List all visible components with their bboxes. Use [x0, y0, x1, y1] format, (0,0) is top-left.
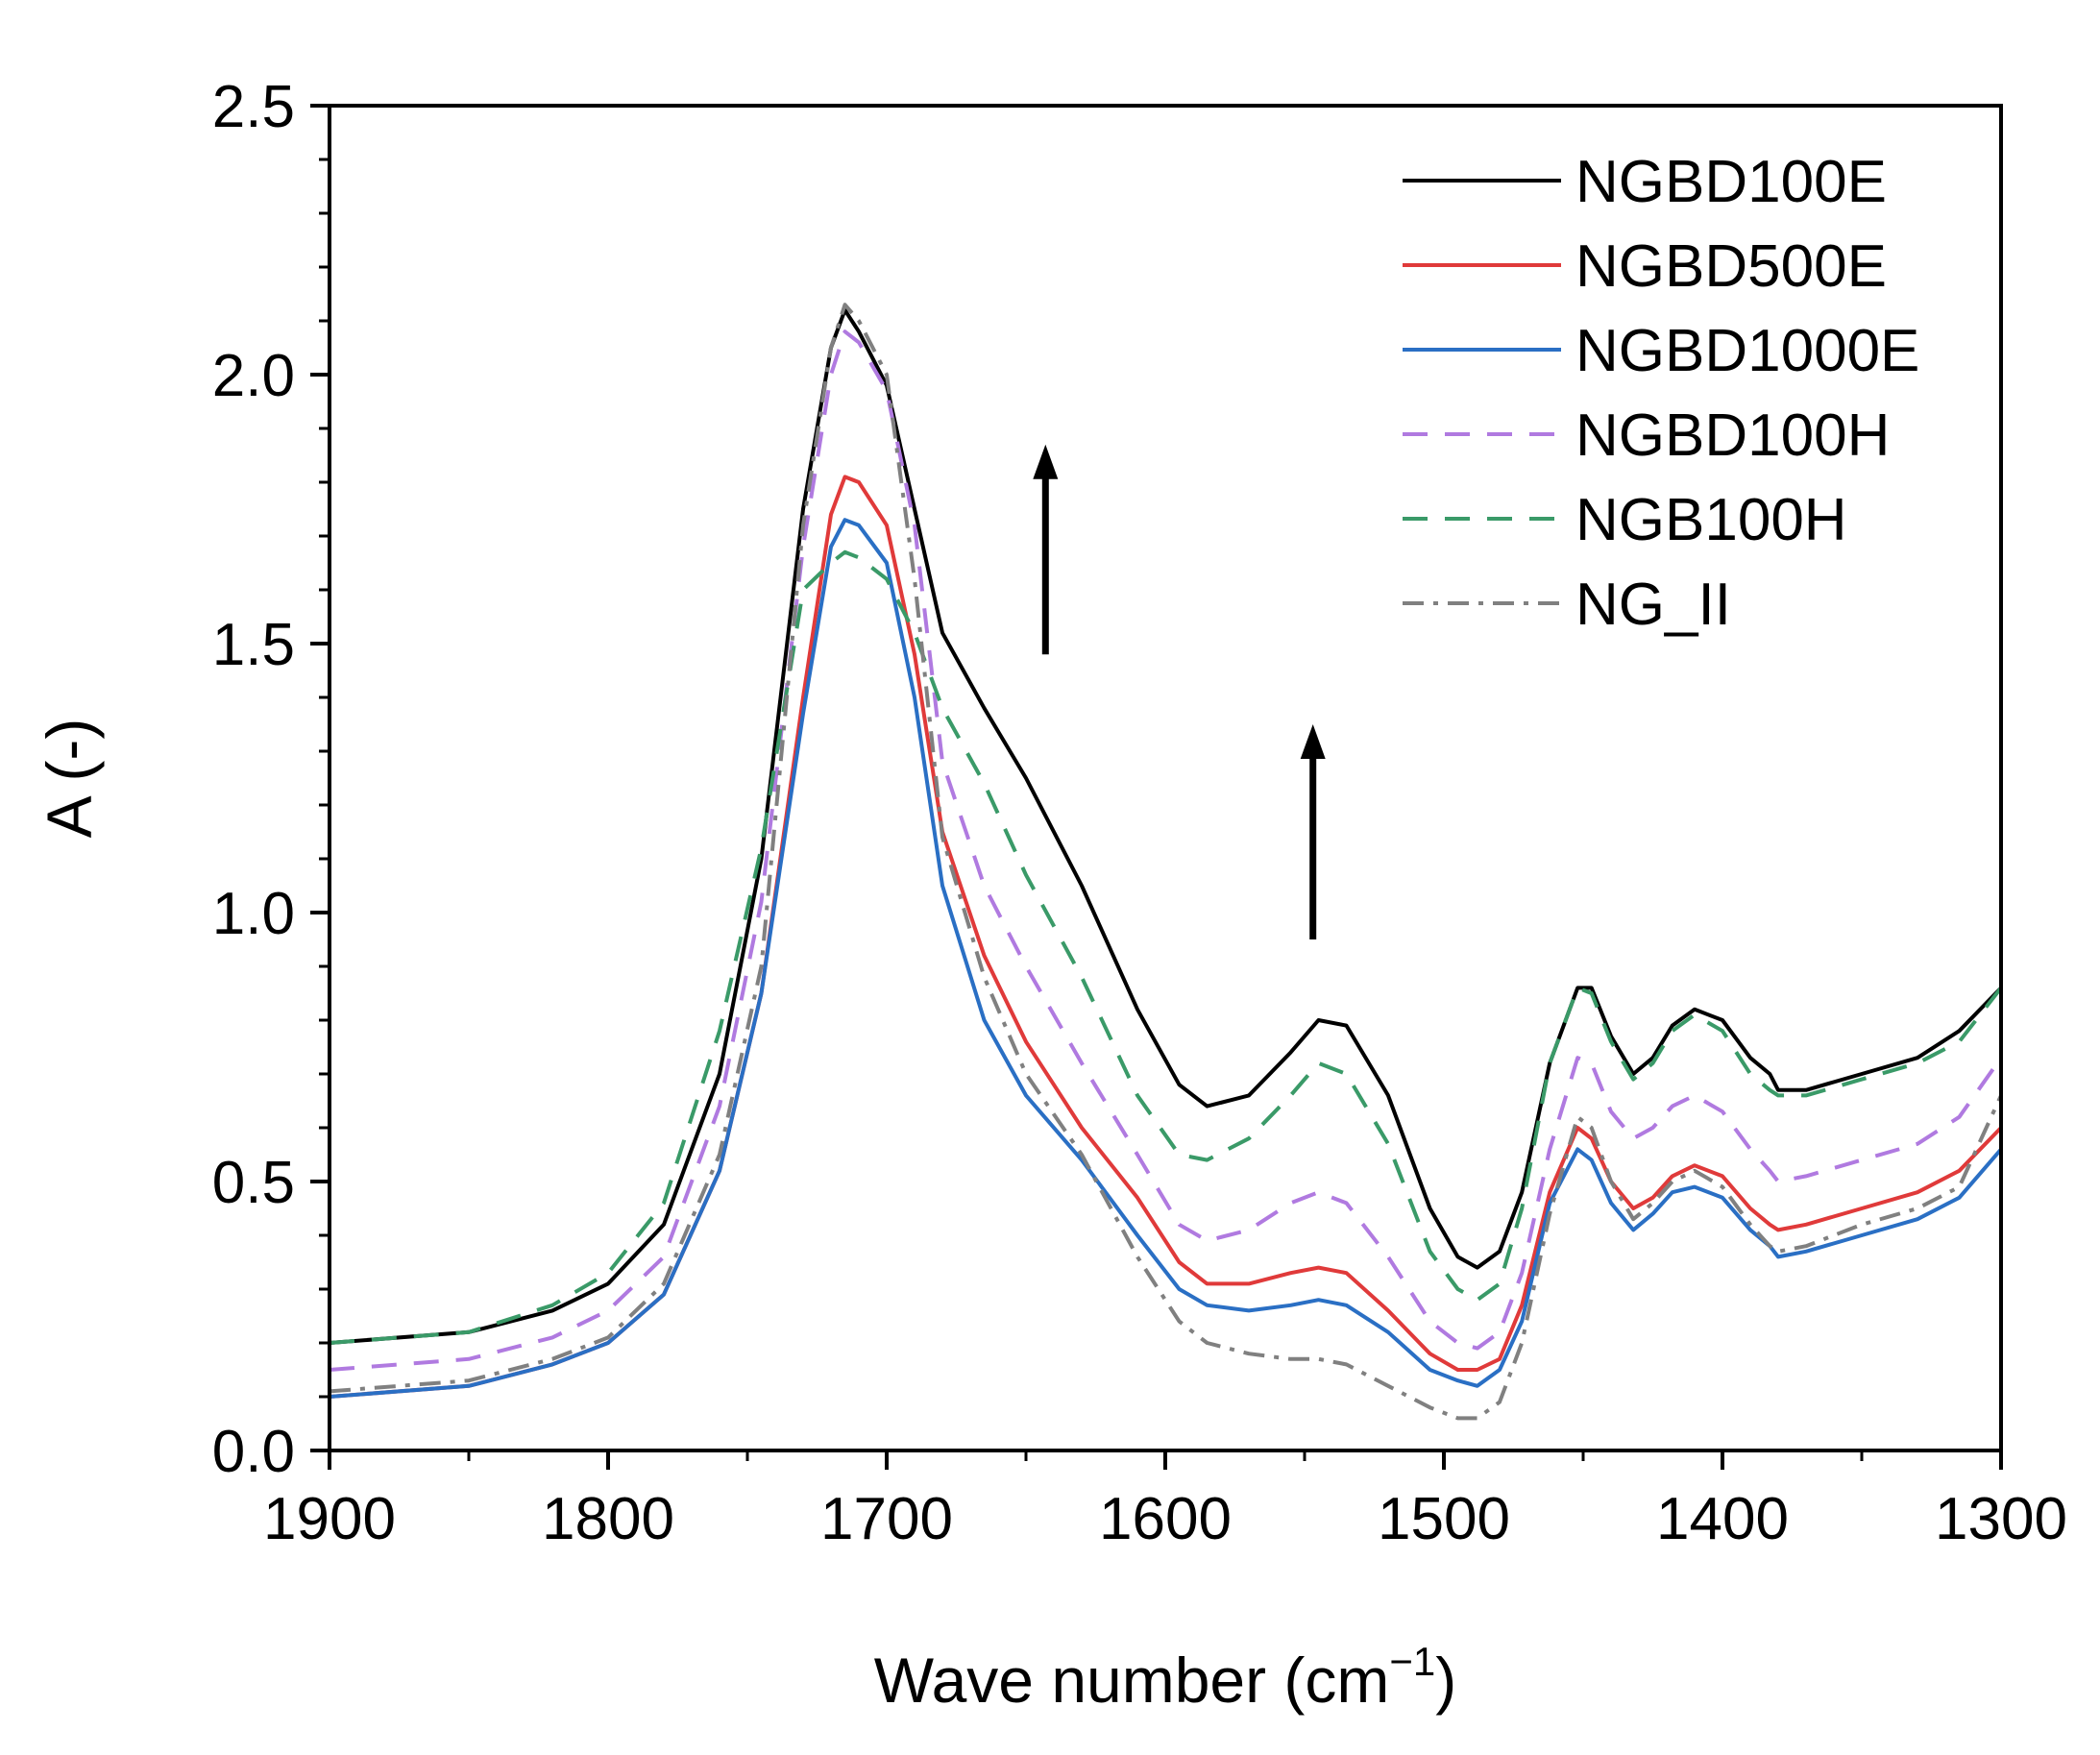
legend: NGBD100E NGBD500E NGBD1000E NGBD100H NGB100H…	[1403, 149, 1919, 638]
y-tick-label: 1.5	[212, 612, 295, 678]
x-tick-label: 1800	[542, 1486, 674, 1552]
x-tick-label: 1900	[263, 1486, 396, 1552]
x-axis-title: Wave number (cm−1)	[874, 1639, 1457, 1716]
plot-frame	[328, 104, 2003, 1452]
x-tick-label: 1700	[820, 1486, 953, 1552]
annotation-layer	[1033, 444, 1326, 939]
annotation-arrow-head-2	[1300, 724, 1326, 759]
annotation-arrow-head-1	[1033, 444, 1059, 479]
x-tick-label: 1500	[1378, 1486, 1510, 1552]
y-tick-label: 1.0	[212, 881, 295, 947]
legend-label: NGBD100H	[1575, 402, 1890, 469]
legend-label: NGBD1000E	[1575, 318, 1919, 384]
legend-label: NG_II	[1575, 572, 1731, 638]
series-line-ngb100h	[329, 549, 2003, 1345]
y-axis-title: A (-)	[34, 719, 105, 839]
legend-label: NGB100H	[1575, 487, 1847, 553]
x-tick-label: 1400	[1656, 1486, 1789, 1552]
y-tick-label: 0.0	[212, 1419, 295, 1485]
series-layer	[329, 303, 2003, 1421]
y-tick-label: 0.5	[212, 1150, 295, 1216]
axis-layer: 1900 1800 1700 1600 1500 1400 1300 0.0 0.5 1.0 1.5…	[212, 74, 2067, 1552]
series-line-ngbd1000e	[329, 518, 2003, 1399]
x-tick-label: 1600	[1099, 1486, 1232, 1552]
series-line-ngbd500e	[329, 475, 2003, 1399]
legend-label: NGBD100E	[1575, 149, 1887, 215]
y-tick-label: 2.0	[212, 343, 295, 409]
series-line-ng-ii	[329, 303, 2003, 1421]
series-line-ngbd100h	[329, 329, 2003, 1372]
x-tick-label: 1300	[1935, 1486, 2067, 1552]
y-tick-label: 2.5	[212, 74, 295, 140]
legend-label: NGBD500E	[1575, 233, 1887, 300]
